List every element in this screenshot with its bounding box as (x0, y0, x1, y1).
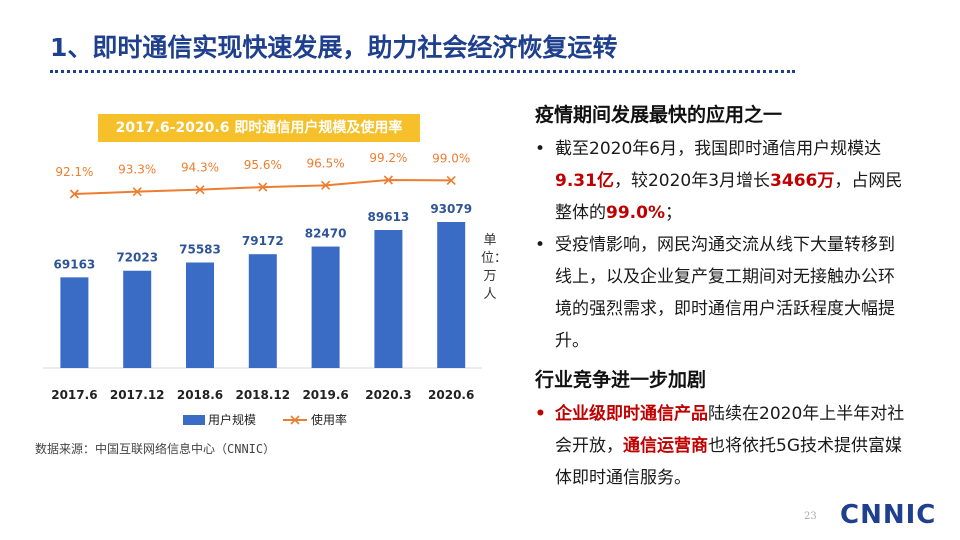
b1-highlight-1: 9.31亿 (555, 171, 614, 191)
legend-line-marker (290, 415, 300, 425)
b1-highlight-3: 99.0% (606, 203, 665, 223)
b3-text-2: 也将依托5G技术提供富媒体即时通信服务。 (555, 436, 902, 488)
x-tick-2019.6: 2019.6 (302, 388, 348, 402)
line-point-2017.12 (132, 187, 142, 197)
bullet-mark: • (535, 235, 546, 255)
x-tick-2017.12: 2017.12 (110, 388, 165, 402)
bar-label-2018.12: 79172 (242, 234, 284, 248)
bar-label-2018.6: 75583 (179, 242, 221, 256)
legend-line-label: 使用率 (311, 412, 347, 427)
b3-highlight-1: 企业级即时通信产品 (555, 404, 708, 424)
x-tick-2018.6: 2018.6 (177, 388, 223, 402)
line-label-2020.3: 99.2% (369, 151, 407, 165)
bar-2017.12 (123, 270, 152, 368)
bullet-1: • 截至2020年6月，我国即时通信用户规模达 9.31亿，较2020年3月增长34… (535, 133, 905, 229)
bullet-2: • 受疫情影响，网民沟通交流从线下大量转移到线上，以及企业复产复工期间对无接触办公… (535, 229, 905, 357)
bullet-mark: • (535, 139, 546, 159)
page-number: 23 (804, 511, 817, 522)
b1-text-4: ； (664, 203, 682, 223)
line-point-2019.6 (321, 180, 331, 190)
bullet-3: • 企业级即时通信产品陆续在2020年上半年对社会开放，通信运营商也将依托5G技术… (535, 398, 905, 494)
b3-text-1: 陆续在2020年上半年对社会开放， (555, 404, 905, 456)
bar-label-2020.3: 89613 (368, 210, 410, 224)
b1-text-3: ，占网民整体的 (555, 171, 903, 223)
x-tick-2018.12: 2018.12 (235, 388, 290, 402)
line-label-2018.6: 94.3% (181, 161, 219, 175)
line-point-2018.6 (195, 185, 205, 195)
page-title: 1、即时通信实现快速发展，助力社会经济恢复运转 (50, 33, 618, 62)
bar-label-2020.6: 93079 (430, 202, 472, 216)
section-title-1: 疫情期间发展最快的应用之一 (535, 104, 783, 126)
b1-highlight-2: 3466万 (770, 171, 835, 191)
line-label-2019.6: 96.5% (307, 156, 345, 170)
line-label-2017.12: 93.3% (118, 163, 156, 177)
b3-highlight-2: 通信运营商 (623, 436, 708, 456)
unit-label: 单位：万人 (481, 233, 508, 302)
b1-text-1: 截至2020年6月，我国即时通信用户规模达 (555, 139, 882, 159)
bar-label-2019.6: 82470 (305, 227, 347, 241)
x-tick-2020.3: 2020.3 (365, 388, 411, 402)
line-point-2017.6 (69, 189, 79, 199)
line-point-2020.6 (446, 175, 456, 185)
line-point-2018.12 (258, 182, 268, 192)
cnnic-logo: CNNIC (840, 500, 937, 530)
bar-label-2017.6: 69163 (54, 257, 96, 271)
legend-bar-label: 用户规模 (208, 412, 256, 427)
legend-bar-swatch (183, 415, 205, 425)
bar-2017.6 (60, 277, 89, 368)
b1-text-2: ，较2020年3月增长 (613, 171, 771, 191)
chart-title: 2017.6-2020.6 即时通信用户规模及使用率 (98, 114, 420, 142)
section-title-2: 行业竞争进一步加剧 (535, 369, 707, 391)
bullet-mark: • (535, 404, 546, 424)
x-tick-2020.6: 2020.6 (428, 388, 474, 402)
line-label-2017.6: 92.1% (55, 165, 93, 179)
bar-label-2017.12: 72023 (116, 251, 158, 265)
title-divider (50, 70, 795, 73)
b2-text: 受疫情影响，网民沟通交流从线下大量转移到线上，以及企业复产复工期间对无接触办公环… (555, 235, 895, 351)
bar-2018.6 (186, 262, 214, 368)
bar-2020.3 (374, 230, 403, 368)
x-tick-2017.6: 2017.6 (51, 388, 97, 402)
line-point-2020.3 (383, 175, 393, 185)
line-label-2018.12: 95.6% (244, 158, 282, 172)
bar-2018.12 (248, 254, 277, 368)
right-panel: 疫情期间发展最快的应用之一 • 截至2020年6月，我国即时通信用户规模达 9.31… (535, 100, 905, 494)
bar-2020.6 (437, 222, 466, 368)
data-source: 数据来源：中国互联网络信息中心（CNNIC） (35, 442, 276, 456)
bar-2019.6 (311, 246, 340, 368)
line-label-2020.6: 99.0% (432, 151, 470, 165)
